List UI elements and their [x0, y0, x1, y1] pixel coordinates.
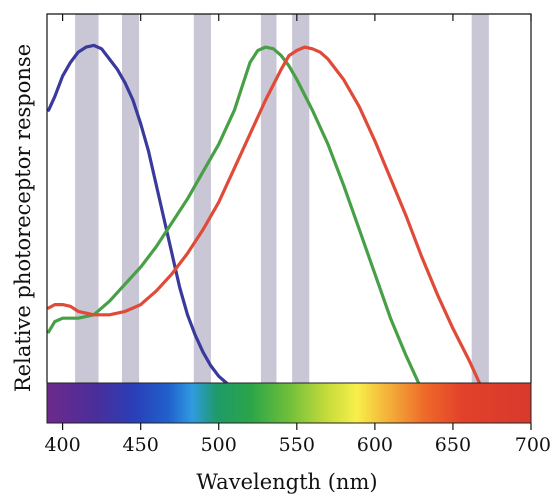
x-tick-label: 700 [515, 434, 551, 456]
x-tick-label: 650 [435, 434, 471, 456]
x-tick-label: 500 [201, 434, 237, 456]
response-curves [47, 43, 482, 385]
response-curve-3 [47, 45, 482, 385]
highlight-band-2 [121, 14, 140, 383]
x-axis-ticks: 400 450 500 550 600 650 700 [44, 14, 551, 456]
highlight-band-1 [75, 14, 99, 383]
response-curve-2 [47, 45, 421, 385]
response-curve-1 [47, 43, 229, 385]
x-tick-label: 550 [279, 434, 315, 456]
x-axis-label: Wavelength (nm) [196, 470, 377, 494]
plot-frame [46, 13, 532, 383]
y-axis-label: Relative photoreceptor response [11, 44, 35, 392]
visible-spectrum-bar [46, 382, 532, 424]
plot-border [46, 13, 532, 383]
highlight-band-4 [260, 14, 277, 383]
highlight-bands [75, 14, 489, 383]
highlight-band-5 [292, 14, 310, 383]
x-tick-label: 450 [123, 434, 159, 456]
x-tick-label: 600 [357, 434, 393, 456]
x-tick-label: 400 [44, 434, 80, 456]
highlight-band-6 [471, 14, 489, 383]
highlight-band-3 [193, 14, 211, 383]
